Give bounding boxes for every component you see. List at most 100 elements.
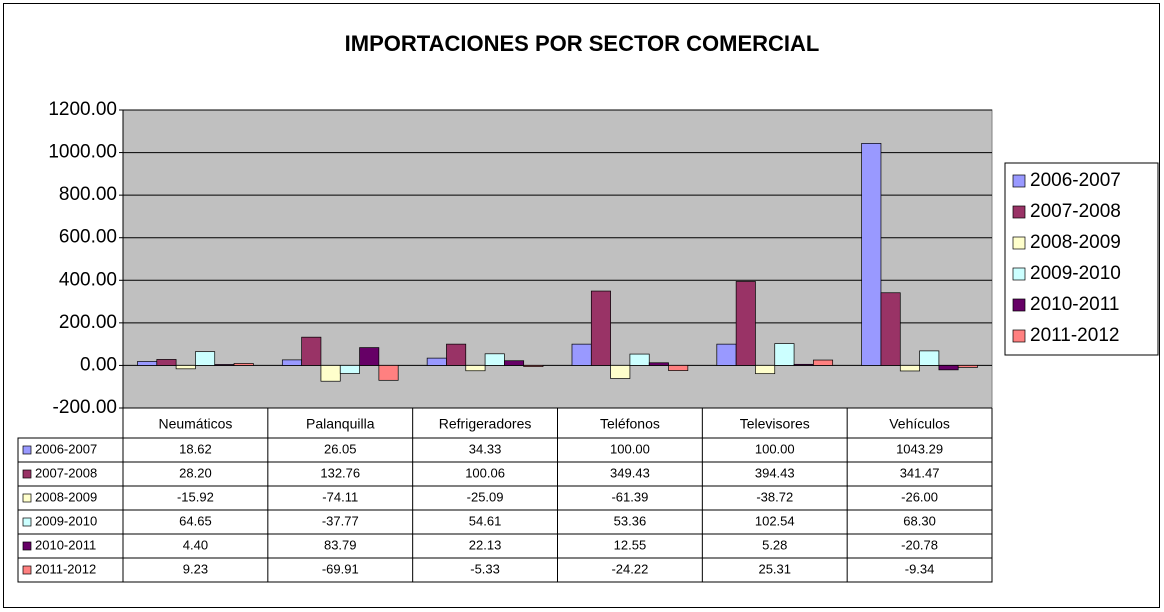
- bar: [957, 365, 978, 368]
- bar: [648, 362, 669, 366]
- table-cell: -9.34: [905, 561, 935, 576]
- bar: [378, 365, 399, 381]
- table-cell: 54.61: [469, 513, 502, 528]
- table-cell: -24.22: [611, 561, 648, 576]
- bar: [735, 281, 756, 366]
- y-tick-label: 200.00: [59, 312, 117, 333]
- table-cell: 100.00: [755, 441, 795, 456]
- bar: [504, 360, 525, 366]
- bar: [446, 343, 467, 366]
- table-legend-key: [22, 445, 32, 455]
- legend-label: 2009-2010: [1030, 263, 1121, 284]
- bar: [484, 353, 505, 366]
- table-cell: -69.91: [322, 561, 359, 576]
- table-legend-key: [22, 565, 32, 575]
- x-tick-label: Refrigeradores: [439, 416, 532, 432]
- bar: [195, 351, 216, 366]
- bar: [774, 343, 795, 366]
- bar: [156, 359, 177, 366]
- bar: [339, 365, 360, 374]
- table-cell: -74.11: [322, 489, 358, 504]
- legend-key: [1012, 267, 1026, 281]
- legend-box: [1004, 162, 1159, 356]
- table-cell: 22.13: [469, 537, 502, 552]
- chart-title: IMPORTACIONES POR SECTOR COMERCIAL: [345, 31, 820, 56]
- x-tick-label: Teléfonos: [600, 416, 660, 432]
- y-tick-label: 800.00: [59, 184, 117, 205]
- table-legend-key: [22, 469, 32, 479]
- x-tick-label: Vehículos: [889, 416, 950, 432]
- table-legend-key: [22, 541, 32, 551]
- bar: [137, 361, 158, 366]
- x-tick-label: Televisores: [740, 416, 810, 432]
- table-cell: -37.77: [322, 513, 359, 528]
- table-row-label: 2011-2012: [35, 561, 96, 576]
- table-cell: 25.31: [758, 561, 791, 576]
- table-cell: 53.36: [614, 513, 647, 528]
- table-cell: 12.55: [614, 537, 647, 552]
- legend-label: 2010-2011: [1030, 294, 1119, 315]
- bar: [426, 357, 447, 366]
- table-cell: 83.79: [324, 537, 357, 552]
- bar: [571, 343, 592, 366]
- x-tick-label: Neumáticos: [158, 416, 232, 432]
- bar: [214, 364, 235, 366]
- legend-key: [1012, 329, 1026, 343]
- table-cell: 4.40: [183, 537, 208, 552]
- legend-label: 2011-2012: [1030, 325, 1119, 346]
- y-tick-label: 1000.00: [48, 142, 117, 163]
- bar: [861, 143, 882, 366]
- table-cell: -25.09: [467, 489, 504, 504]
- table-cell: 1043.29: [896, 441, 943, 456]
- table-row-label: 2006-2007: [35, 441, 97, 456]
- table-row-label: 2010-2011: [35, 537, 96, 552]
- bar: [629, 353, 650, 366]
- bar: [233, 363, 254, 366]
- bar: [590, 290, 611, 366]
- bar: [281, 359, 302, 366]
- legend-key: [1012, 174, 1026, 188]
- table-cell: 100.06: [465, 465, 505, 480]
- y-tick-label: 1200.00: [48, 99, 117, 120]
- table-cell: 102.54: [755, 513, 795, 528]
- table-cell: 26.05: [324, 441, 357, 456]
- table-cell: 64.65: [179, 513, 212, 528]
- y-tick-label: 400.00: [59, 269, 117, 290]
- x-tick-label: Palanquilla: [306, 416, 375, 432]
- legend-key: [1012, 236, 1026, 250]
- table-cell: 394.43: [755, 465, 795, 480]
- table-cell: 68.30: [903, 513, 936, 528]
- bar: [359, 347, 380, 366]
- table-cell: 341.47: [900, 465, 940, 480]
- table-cell: -20.78: [901, 537, 938, 552]
- table-row-label: 2009-2010: [35, 513, 97, 528]
- table-legend-key: [22, 517, 32, 527]
- bar: [320, 365, 341, 382]
- legend-label: 2007-2008: [1030, 201, 1121, 222]
- table-row-label: 2008-2009: [35, 489, 97, 504]
- bar: [716, 343, 737, 366]
- bar: [899, 365, 920, 372]
- bar: [175, 365, 196, 370]
- plot-area: [122, 109, 993, 409]
- bar: [755, 365, 776, 375]
- bar: [465, 365, 486, 372]
- y-tick-label: 600.00: [59, 227, 117, 248]
- table-cell: 132.76: [320, 465, 360, 480]
- table-legend-key: [22, 493, 32, 503]
- table-cell: 34.33: [469, 441, 502, 456]
- table-cell: 28.20: [179, 465, 212, 480]
- bar: [880, 292, 901, 366]
- table-cell: -15.92: [177, 489, 214, 504]
- y-tick-label: -200.00: [53, 397, 117, 418]
- legend-key: [1012, 298, 1026, 312]
- bar: [301, 336, 322, 366]
- legend-label: 2006-2007: [1030, 170, 1121, 191]
- table-cell: 100.00: [610, 441, 650, 456]
- table-row-label: 2007-2008: [35, 465, 97, 480]
- bar: [793, 363, 814, 366]
- table-cell: 349.43: [610, 465, 650, 480]
- bar: [668, 365, 689, 371]
- bar: [813, 359, 834, 366]
